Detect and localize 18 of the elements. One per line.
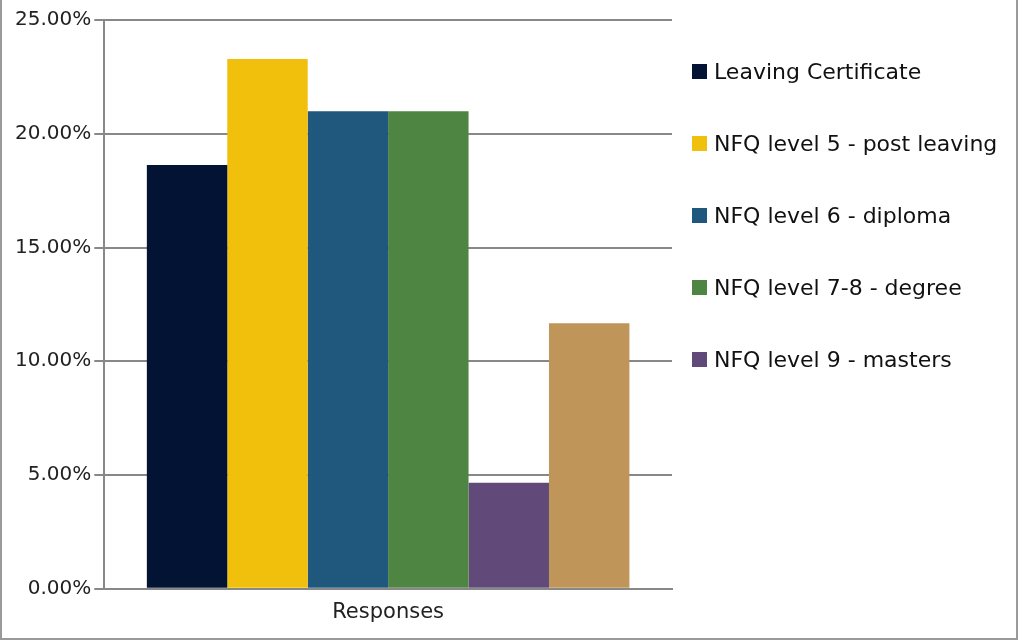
bar xyxy=(548,323,630,588)
y-tick-label: 25.00% xyxy=(14,6,92,31)
bar xyxy=(388,111,469,588)
legend-label: NFQ level 6 - diploma xyxy=(714,202,952,230)
y-tick-label: 15.00% xyxy=(14,233,92,258)
bar xyxy=(307,111,389,588)
bar xyxy=(146,164,228,588)
bar xyxy=(468,482,549,588)
y-tick-label: 20.00% xyxy=(14,119,92,144)
bar xyxy=(227,58,308,588)
y-tick-label: 0.00% xyxy=(27,575,92,599)
legend-label: Leaving Certificate xyxy=(714,58,922,86)
legend-label: NFQ level 7-8 - degree xyxy=(714,274,962,302)
x-tick-label: Responses xyxy=(332,598,445,623)
legend-label: NFQ level 9 - masters xyxy=(714,346,952,374)
y-tick-label: 5.00% xyxy=(27,461,92,486)
legend-label: NFQ level 5 - post leaving xyxy=(714,130,998,158)
y-tick-label: 10.00% xyxy=(14,347,92,372)
